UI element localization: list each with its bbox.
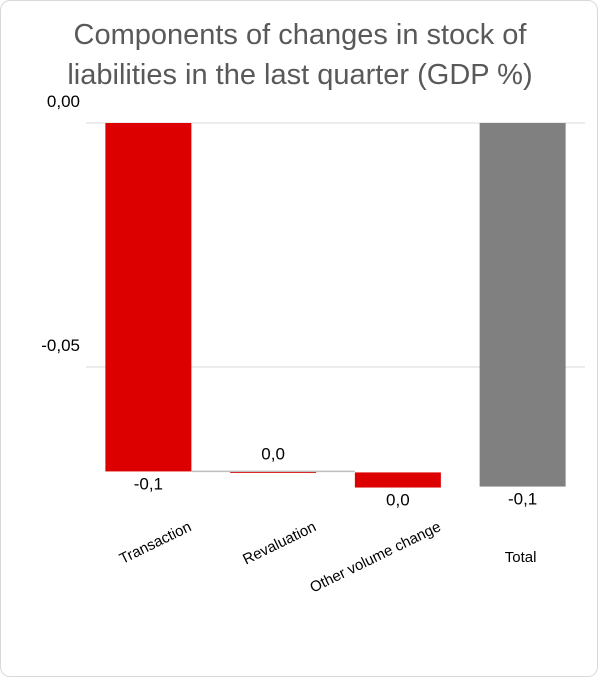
x-tick-label-0: Transaction (117, 518, 194, 567)
chart-title: Components of changes in stock of liabil… (1, 15, 597, 95)
chart-title-line-2: liabilities in the last quarter (GDP %) (67, 59, 533, 91)
bar-transaction (105, 123, 192, 472)
y-axis-tick-labels: 0,00 -0,05 (41, 92, 80, 355)
bar-other-volume-change (354, 472, 441, 488)
y-tick-label-0: 0,00 (47, 92, 80, 111)
data-labels: -0,1 0,0 0,0 -0,1 (134, 444, 538, 509)
bars (105, 123, 566, 488)
chart-title-line-1: Components of changes in stock of (73, 19, 527, 51)
data-label-0: -0,1 (134, 474, 163, 493)
x-tick-label-2: Other volume change (307, 518, 443, 596)
bar-total (479, 123, 566, 487)
data-label-2: 0,0 (386, 491, 410, 510)
x-tick-label-3: Total (505, 549, 537, 566)
x-tick-label-1: Revaluation (240, 518, 319, 568)
data-label-1: 0,0 (261, 444, 285, 463)
data-label-3: -0,1 (508, 490, 537, 509)
y-tick-label-1: -0,05 (41, 336, 80, 355)
